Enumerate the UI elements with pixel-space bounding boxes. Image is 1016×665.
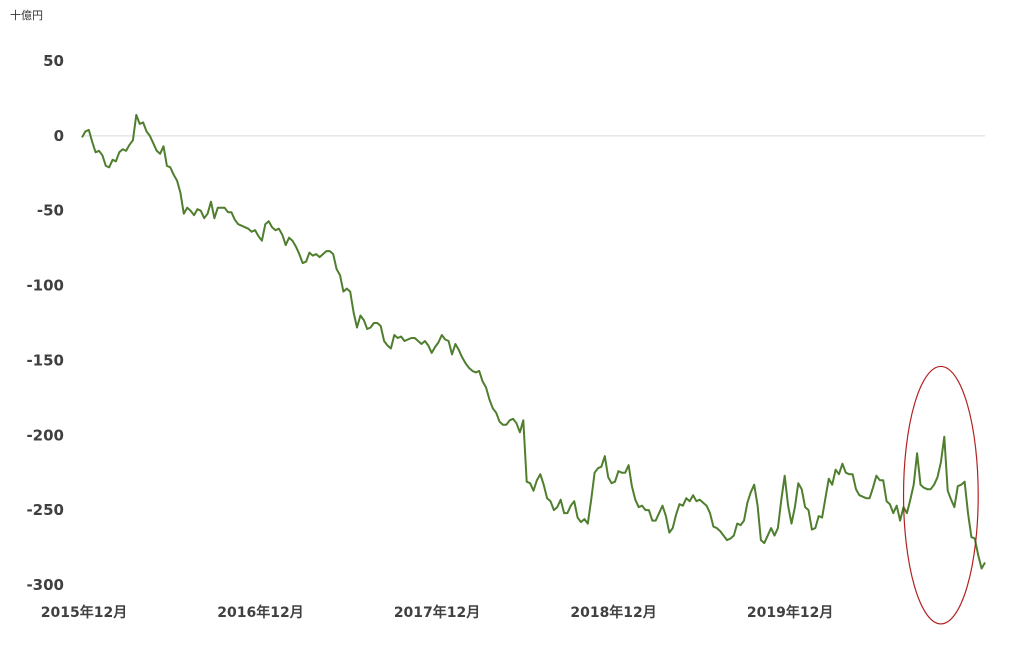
series-line xyxy=(81,113,986,570)
y-tick-label: 0 xyxy=(54,127,64,145)
y-tick-label: -300 xyxy=(26,576,64,594)
x-tick-label: 2017年12月 xyxy=(394,604,480,621)
x-axis: 2015年12月 2016年12月 2017年12月 2018年12月 2019年12月 xyxy=(41,604,834,621)
y-tick-label: 50 xyxy=(43,52,64,70)
highlight-ellipse xyxy=(902,365,979,625)
y-tick-label: -100 xyxy=(26,277,64,295)
y-tick-label: -250 xyxy=(26,501,64,519)
x-tick-label: 2016年12月 xyxy=(217,604,303,621)
x-tick-label: 2018年12月 xyxy=(570,604,656,621)
unit-label: 十億円 xyxy=(10,8,43,22)
y-tick-label: -50 xyxy=(37,202,64,220)
y-axis: 50 0 -50 -100 -150 -200 -250 -300 xyxy=(26,52,64,594)
x-tick-label: 2019年12月 xyxy=(747,604,833,621)
y-tick-label: -150 xyxy=(26,351,64,369)
annotation-group xyxy=(902,365,979,625)
series-group xyxy=(81,113,986,570)
x-tick-label: 2015年12月 xyxy=(41,604,127,621)
y-tick-label: -200 xyxy=(26,426,64,444)
